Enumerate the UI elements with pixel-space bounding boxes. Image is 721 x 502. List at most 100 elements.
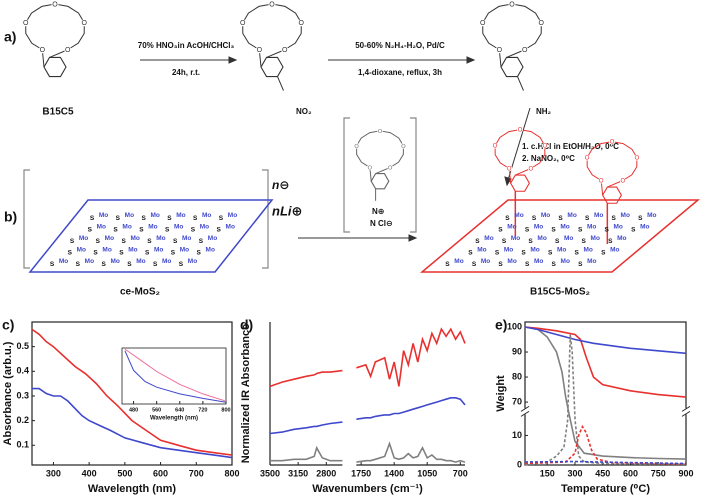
s-atom: S xyxy=(631,227,636,234)
atom-bg xyxy=(619,177,626,184)
s-atom: S xyxy=(119,249,124,256)
x-tick-label: 1400 xyxy=(384,468,404,478)
y-axis-title: Absorbance (arb.u.) xyxy=(2,341,14,445)
x-tick-label: 900 xyxy=(678,468,693,478)
x-tick-label: 300 xyxy=(567,468,582,478)
charge: n⊖ xyxy=(272,178,289,192)
s-atom: S xyxy=(548,249,553,256)
x-axis-title: Wavenumbers (cm⁻¹) xyxy=(312,483,423,495)
oxygen-atom: O xyxy=(610,140,615,146)
oxygen-atom: O xyxy=(493,144,498,150)
s-atom: S xyxy=(521,249,526,256)
atom-bg xyxy=(367,164,373,171)
s-atom: S xyxy=(578,227,583,234)
s-atom: S xyxy=(127,261,132,268)
mo-atom: Mo xyxy=(85,258,94,265)
x-axis-title: Wavelength (nm) xyxy=(150,416,198,422)
oxygen-atom: O xyxy=(282,47,288,54)
reagent: 50-60% N₂H₄-H₂O, Pd/C xyxy=(355,41,445,50)
conditions: 1. c.HCl in EtOH/H₂O, 0⁰C xyxy=(522,142,619,151)
conditions: 2. NaNO₂, 0⁰C xyxy=(522,154,575,163)
oxygen-atom: O xyxy=(518,128,523,134)
mo-atom: Mo xyxy=(530,246,539,253)
x-tick-label: 3150 xyxy=(288,468,308,478)
mo-atom: Mo xyxy=(511,235,520,242)
series-line xyxy=(124,348,227,402)
s-atom: S xyxy=(121,238,126,245)
plot-frame xyxy=(524,321,687,466)
series-line xyxy=(524,326,687,398)
diazonium: N⊕ xyxy=(372,207,384,216)
y-tick-label: 100 xyxy=(507,321,522,331)
s-atom: S xyxy=(445,261,450,268)
mo-atom: Mo xyxy=(136,258,145,265)
s-atom: S xyxy=(197,249,202,256)
panel-label: d) xyxy=(240,317,253,333)
series-line xyxy=(124,350,227,403)
x-tick-label: 720 xyxy=(198,407,207,413)
s-atom: S xyxy=(475,238,480,245)
oxygen-atom: O xyxy=(401,144,406,150)
oxygen-atom: O xyxy=(82,20,88,27)
oxygen-atom: O xyxy=(40,47,46,54)
oxygen-atom: O xyxy=(480,20,486,27)
sheet xyxy=(28,199,274,273)
s-atom: S xyxy=(147,238,152,245)
s-atom: S xyxy=(575,249,580,256)
oxygen-atom: O xyxy=(509,1,515,8)
y-tick-label: 0.2 xyxy=(16,415,29,425)
s-atom: S xyxy=(582,238,587,245)
plot-frame xyxy=(31,321,233,466)
atom-bg xyxy=(400,143,407,149)
s-atom: S xyxy=(171,249,176,256)
mo-atom: Mo xyxy=(564,235,573,242)
s-atom: S xyxy=(528,238,533,245)
s-atom: S xyxy=(612,215,617,222)
conditions: 1,4-dioxane, reflux, 3h xyxy=(358,68,442,77)
panel-label: e) xyxy=(495,317,507,333)
mo-atom: Mo xyxy=(504,246,513,253)
atom-bg xyxy=(508,0,516,8)
axis-break xyxy=(681,405,691,412)
x-tick-label: 800 xyxy=(224,468,239,478)
x-tick-label: 400 xyxy=(82,468,97,478)
oxygen-atom: O xyxy=(52,1,58,8)
mo-atom: Mo xyxy=(621,212,630,219)
y-tick-label: 0 xyxy=(517,459,522,469)
sheet xyxy=(419,199,701,273)
atom-bg xyxy=(633,154,640,161)
atom-bg xyxy=(492,142,499,149)
x-tick-label: 480 xyxy=(129,407,138,413)
x-tick-label: 800 xyxy=(221,407,230,413)
atom-bg xyxy=(598,177,605,184)
y-tick-label: 90 xyxy=(512,346,522,356)
oxygen-atom: O xyxy=(388,165,393,171)
s-atom: S xyxy=(608,238,613,245)
atom-bg xyxy=(541,142,548,149)
mo-atom: Mo xyxy=(560,224,569,231)
oxygen-atom: O xyxy=(378,129,383,135)
mo-atom: Mo xyxy=(557,246,566,253)
y-tick-label: 0.4 xyxy=(16,366,29,376)
x-tick-label: 1750 xyxy=(351,468,371,478)
atom-bg xyxy=(38,46,46,54)
mo-atom: Mo xyxy=(481,258,490,265)
s-atom: S xyxy=(578,261,583,268)
mo-atom: Mo xyxy=(122,224,131,231)
s-atom: S xyxy=(472,261,477,268)
mo-atom: Mo xyxy=(174,224,183,231)
mo-atom: Mo xyxy=(567,212,576,219)
mo-atom: Mo xyxy=(534,224,543,231)
oxygen-atom: O xyxy=(599,179,604,185)
mo-atom: Mo xyxy=(226,224,235,231)
s-atom: S xyxy=(558,215,563,222)
compound-label: B15C5-MoS₂ xyxy=(530,287,590,298)
atom-bg xyxy=(64,46,72,54)
series-line xyxy=(32,387,233,459)
atom-bg xyxy=(22,19,30,27)
mo-atom: Mo xyxy=(110,258,119,265)
x-tick-label: 700 xyxy=(189,468,204,478)
s-atom: S xyxy=(605,227,610,234)
oxygen-atom: O xyxy=(23,20,29,27)
s-atom: S xyxy=(101,261,106,268)
